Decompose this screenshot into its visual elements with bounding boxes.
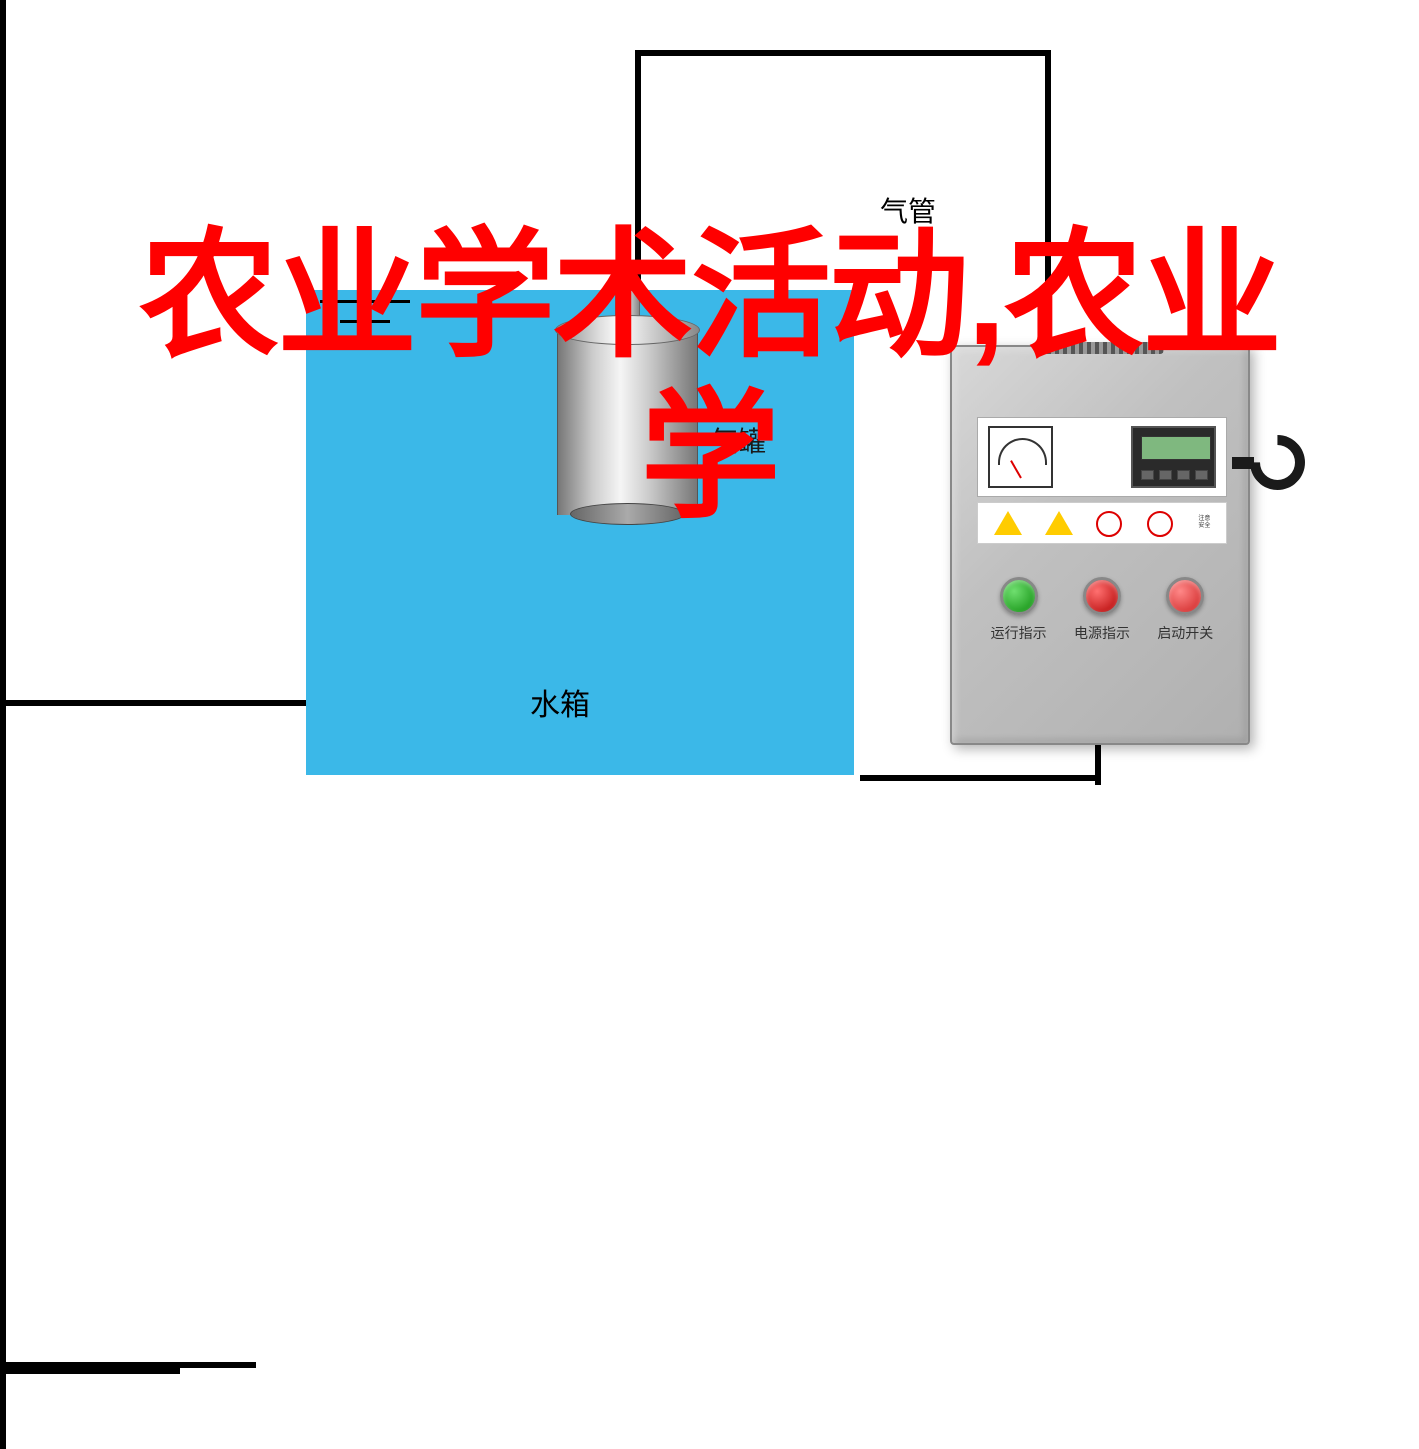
meter-btn[interactable] [1141, 470, 1154, 480]
tank-wall-left [0, 0, 6, 700]
warning-triangle-icon [994, 511, 1022, 536]
warning-text: 注意安全 [1198, 516, 1210, 529]
diagram-root: 注意安全 运行指示 电源指示 启动开关 [0, 0, 1419, 787]
prohibition-icon [1096, 511, 1124, 536]
meter-btn[interactable] [1159, 470, 1172, 480]
control-box: 注意安全 运行指示 电源指示 启动开关 [950, 345, 1270, 745]
power-cable [860, 775, 1101, 781]
power-indicator-label: 电源指示 [1074, 623, 1130, 643]
warning-label-strip: 注意安全 [977, 502, 1227, 544]
start-switch: 启动开关 [1157, 577, 1213, 643]
air-pipe-segment [635, 50, 1045, 56]
digital-meter [1131, 426, 1216, 488]
cylinder-bottom [570, 503, 685, 525]
tank-wall-right [0, 706, 6, 1362]
vent-grille [1039, 342, 1164, 354]
warning-triangle-icon [1045, 511, 1073, 536]
aeration-tank-label: 气罐 [710, 420, 766, 460]
cylinder-body [557, 330, 698, 515]
power-indicator-light[interactable] [1083, 577, 1121, 615]
inlet-pipe [0, 1374, 6, 1449]
power-indicator: 电源指示 [1074, 577, 1130, 643]
side-handle[interactable] [1250, 435, 1305, 490]
water-surface-line [320, 300, 410, 303]
water-surface-line [340, 320, 390, 323]
digital-meter-buttons [1141, 470, 1208, 480]
meter-btn[interactable] [1195, 470, 1208, 480]
prohibition-icon [1147, 511, 1175, 536]
handle-ring [1239, 424, 1317, 502]
analog-gauge [988, 426, 1053, 488]
start-switch-button[interactable] [1166, 577, 1204, 615]
run-indicator: 运行指示 [991, 577, 1047, 643]
air-pipe-segment [635, 50, 641, 300]
meter-btn[interactable] [1177, 470, 1190, 480]
run-indicator-light[interactable] [1000, 577, 1038, 615]
aeration-tank [555, 315, 700, 525]
control-box-body: 注意安全 运行指示 电源指示 启动开关 [950, 345, 1250, 745]
tank-label: 水箱 [530, 680, 590, 724]
run-indicator-label: 运行指示 [991, 623, 1047, 643]
control-buttons-row: 运行指示 电源指示 启动开关 [977, 577, 1227, 643]
start-switch-label: 启动开关 [1157, 623, 1213, 643]
cylinder-top [555, 315, 700, 345]
air-pipe-segment [1045, 50, 1051, 350]
tank-wall-top-right [0, 1368, 180, 1374]
meter-panel [977, 417, 1227, 497]
pipe-label: 气管 [880, 190, 936, 230]
